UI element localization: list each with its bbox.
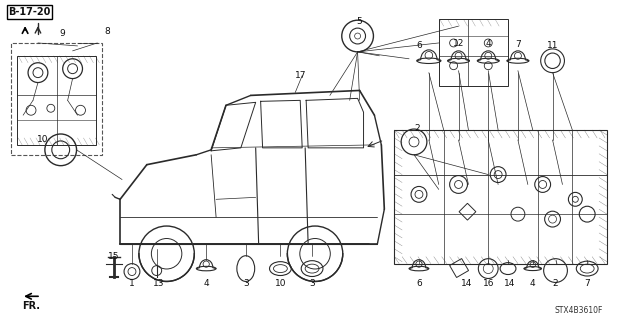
Text: FR.: FR. bbox=[22, 301, 40, 311]
Text: 11: 11 bbox=[547, 41, 558, 50]
Text: 1: 1 bbox=[129, 279, 135, 288]
Bar bbox=[12, 43, 102, 155]
Text: 16: 16 bbox=[483, 279, 494, 288]
Bar bbox=[450, 259, 468, 278]
Text: 7: 7 bbox=[515, 41, 521, 49]
Text: 14: 14 bbox=[461, 279, 472, 288]
Text: 17: 17 bbox=[294, 71, 306, 80]
Text: 2: 2 bbox=[414, 123, 420, 133]
Text: 9: 9 bbox=[60, 29, 65, 38]
Text: 13: 13 bbox=[153, 279, 164, 288]
Bar bbox=[7, 5, 52, 19]
Text: 6: 6 bbox=[416, 41, 422, 50]
Bar bbox=[459, 203, 476, 220]
Text: 14: 14 bbox=[504, 279, 516, 288]
Text: 4: 4 bbox=[530, 279, 536, 288]
Text: 12: 12 bbox=[453, 40, 464, 48]
Text: B-17-20: B-17-20 bbox=[8, 7, 50, 17]
Bar bbox=[439, 19, 508, 85]
Bar bbox=[17, 56, 97, 145]
Text: 4: 4 bbox=[204, 279, 209, 288]
Text: STX4B3610F: STX4B3610F bbox=[555, 306, 603, 315]
Text: 2: 2 bbox=[553, 279, 558, 288]
Text: 10: 10 bbox=[37, 136, 49, 145]
Text: 10: 10 bbox=[275, 279, 286, 288]
Text: 4: 4 bbox=[485, 40, 491, 48]
Text: 6: 6 bbox=[416, 279, 422, 288]
Text: 15: 15 bbox=[108, 252, 120, 261]
Text: 5: 5 bbox=[356, 17, 362, 26]
Bar bbox=[394, 130, 607, 263]
Text: 7: 7 bbox=[584, 279, 590, 288]
Text: 3: 3 bbox=[243, 279, 249, 288]
Text: 8: 8 bbox=[104, 26, 110, 36]
Text: 3: 3 bbox=[309, 279, 315, 288]
